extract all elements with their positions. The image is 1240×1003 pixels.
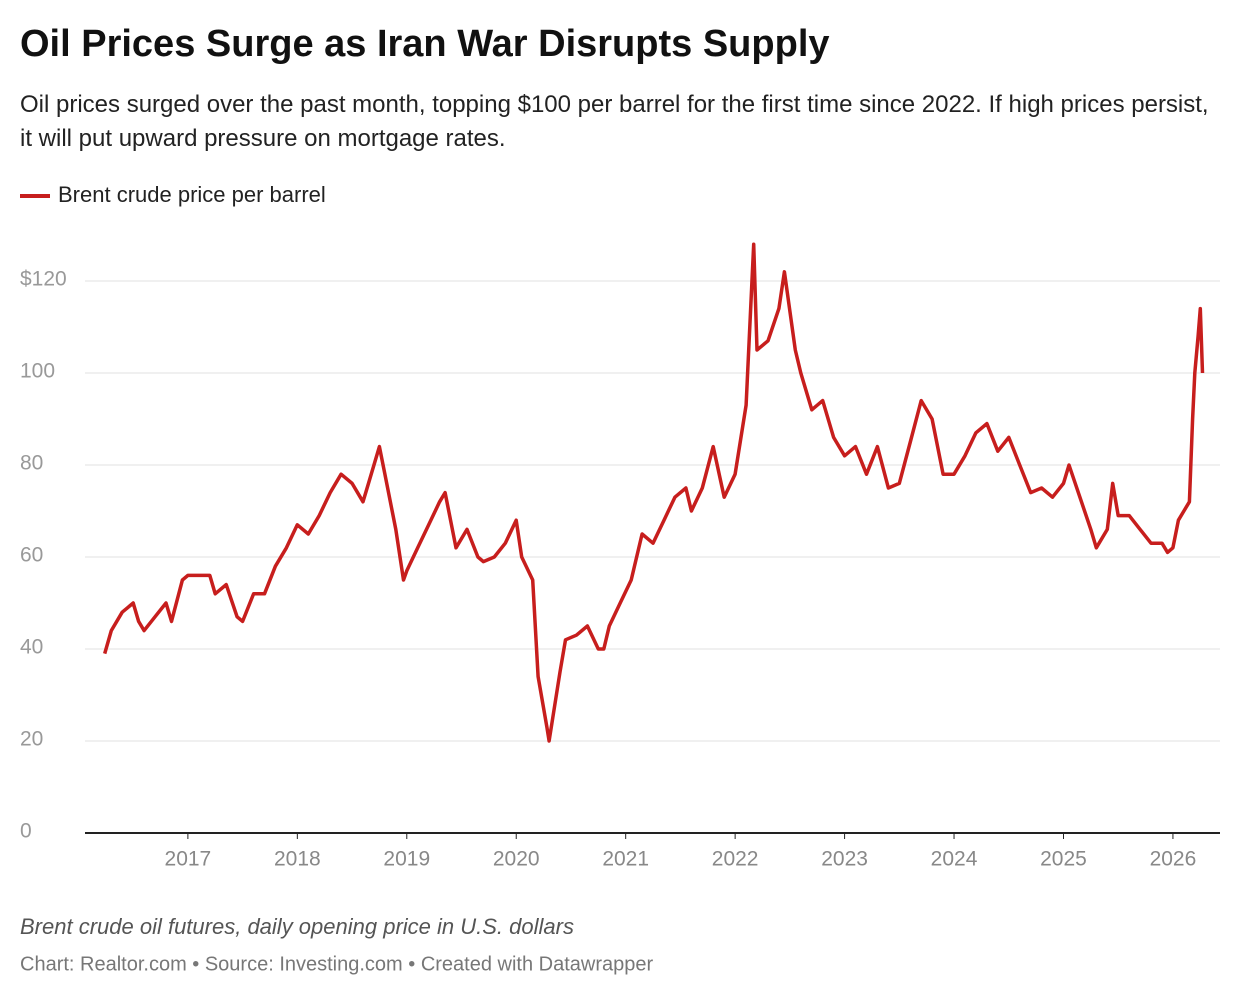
y-tick-label: 20 [20, 728, 43, 751]
chart-source: Chart: Realtor.com • Source: Investing.c… [20, 953, 654, 975]
x-tick-label: 2020 [493, 848, 540, 871]
subtitle-box: Oil prices surged over the past month, t… [20, 91, 1209, 152]
x-tick-label: 2021 [602, 848, 649, 871]
chart-subtitle: Oil prices surged over the past month, t… [20, 91, 1209, 152]
y-tick-label: 100 [20, 360, 55, 383]
x-tick-label: 2023 [821, 848, 868, 871]
y-tick-label: $120 [20, 268, 67, 291]
price-line [103, 242, 1205, 743]
y-tick-label: 40 [20, 636, 43, 659]
x-tick-label: 2025 [1040, 848, 1087, 871]
x-tick-label: 2017 [165, 848, 212, 871]
y-tick-label: 0 [20, 820, 32, 843]
y-tick-label: 60 [20, 544, 43, 567]
x-tick-label: 2022 [712, 848, 759, 871]
x-tick-label: 2018 [274, 848, 321, 871]
x-tick-label: 2024 [931, 848, 978, 871]
chart-title: Oil Prices Surge as Iran War Disrupts Su… [20, 23, 830, 65]
chart-note: Brent crude oil futures, daily opening p… [20, 914, 574, 939]
x-tick-label: 2019 [383, 848, 430, 871]
x-tick-label: 2026 [1150, 848, 1197, 871]
legend-label: Brent crude price per barrel [58, 182, 326, 207]
y-tick-label: 80 [20, 452, 43, 475]
